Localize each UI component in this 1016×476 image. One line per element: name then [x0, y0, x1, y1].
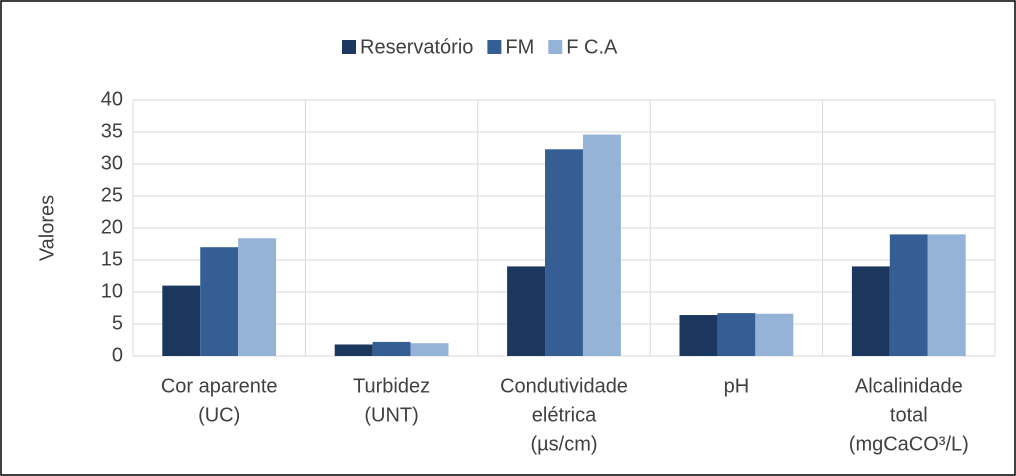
y-tick-label: 25	[101, 184, 123, 206]
y-tick-label: 15	[101, 248, 123, 270]
bar	[755, 313, 794, 356]
bar	[927, 234, 966, 356]
y-tick-label: 40	[101, 88, 123, 110]
bar	[372, 341, 411, 356]
x-tick-label: Cor aparente	[161, 375, 278, 397]
bar	[582, 134, 621, 356]
x-tick-label: Condutividade	[500, 375, 628, 397]
x-tick-label: Turbidez	[353, 375, 430, 397]
x-tick-label: Alcalinidade	[855, 375, 963, 397]
legend-label: F C.A	[566, 36, 618, 58]
legend-swatch	[342, 40, 356, 54]
x-tick-label: total	[890, 404, 928, 426]
bar	[334, 344, 373, 356]
legend-label: Reservatório	[360, 36, 473, 58]
bar	[200, 247, 239, 356]
x-tick-label: pH	[724, 375, 750, 397]
bar	[889, 234, 928, 356]
x-tick-label: (UNT)	[364, 404, 418, 426]
bar	[238, 238, 277, 356]
y-tick-label: 35	[101, 120, 123, 142]
x-tick-label: (µs/cm)	[530, 433, 597, 455]
y-tick-label: 0	[112, 344, 123, 366]
x-tick-label: (mgCaCO³/L)	[849, 433, 969, 455]
y-axis-label: Valores	[36, 195, 58, 261]
bar	[717, 313, 756, 356]
bar	[410, 343, 449, 356]
bar	[162, 285, 201, 356]
bar	[507, 266, 546, 356]
x-tick-label: (UC)	[198, 404, 240, 426]
y-tick-label: 30	[101, 152, 123, 174]
y-tick-label: 10	[101, 280, 123, 302]
y-tick-label: 5	[112, 312, 123, 334]
bar	[679, 315, 718, 356]
bar	[851, 266, 890, 356]
legend-swatch	[548, 40, 563, 54]
y-tick-label: 20	[101, 216, 123, 238]
bar	[545, 149, 583, 356]
x-tick-label: elétrica	[532, 404, 597, 426]
legend-label: FM	[505, 36, 534, 58]
legend-swatch	[487, 40, 502, 54]
